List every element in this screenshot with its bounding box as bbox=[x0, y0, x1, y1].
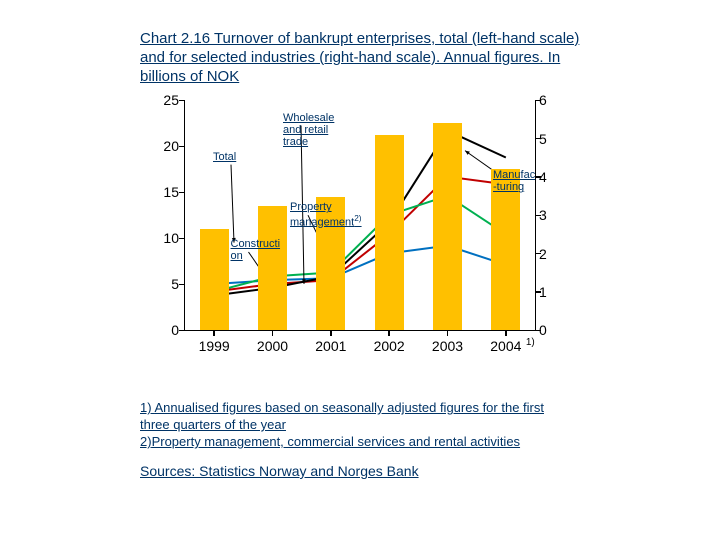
xlabel: 2003 bbox=[432, 338, 463, 354]
bar-total bbox=[258, 206, 287, 330]
ytick-left bbox=[179, 100, 185, 102]
xlabel: 2002 bbox=[374, 338, 405, 354]
ylabel-right: 0 bbox=[539, 322, 559, 338]
xlabel: 2000 bbox=[257, 338, 288, 354]
bar-total bbox=[316, 197, 345, 330]
ylabel-left: 10 bbox=[155, 230, 179, 246]
xlabel-superscript: 1) bbox=[526, 337, 535, 348]
bar-total bbox=[433, 123, 462, 330]
ylabel-left: 5 bbox=[155, 276, 179, 292]
plot-area: 0510152025012345619992000200120022003200… bbox=[184, 100, 536, 331]
xtick bbox=[330, 330, 332, 336]
ylabel-right: 1 bbox=[539, 284, 559, 300]
ylabel-left: 15 bbox=[155, 184, 179, 200]
ylabel-left: 20 bbox=[155, 138, 179, 154]
ylabel-right: 6 bbox=[539, 92, 559, 108]
chart-area: 0 5 10 15 20 25 0 1 2 3 4 5 6 1999 2000 2001 2002 2003 200… bbox=[150, 92, 570, 372]
footnote-1-text: Annualised figures based on seasonally a… bbox=[140, 400, 544, 432]
ytick-left bbox=[179, 330, 185, 332]
xlabel: 1999 bbox=[199, 338, 230, 354]
ylabel-right: 3 bbox=[539, 207, 559, 223]
footnote-2-text: Property management, commercial services… bbox=[152, 434, 520, 449]
ytick-left bbox=[179, 284, 185, 286]
bar-total bbox=[491, 169, 520, 330]
sources: Sources: Statistics Norway and Norges Ba… bbox=[140, 463, 600, 479]
annotation-arrowhead bbox=[465, 151, 470, 155]
chart-title: Chart 2.16 Turnover of bankrupt enterpri… bbox=[140, 30, 600, 86]
xtick bbox=[505, 330, 507, 336]
ytick-left bbox=[179, 192, 185, 194]
xtick bbox=[447, 330, 449, 336]
xtick bbox=[272, 330, 274, 336]
footnote-2-prefix: 2) bbox=[140, 434, 152, 449]
footnote-1: 1) Annualised figures based on seasonall… bbox=[140, 400, 560, 434]
ylabel-right: 4 bbox=[539, 169, 559, 185]
footnote-1-prefix: 1) bbox=[140, 400, 154, 415]
xlabel: 2004 bbox=[490, 338, 521, 354]
annotation-arrowhead bbox=[232, 238, 236, 243]
xtick bbox=[388, 330, 390, 336]
footnote-2: 2)Property management, commercial servic… bbox=[140, 434, 560, 451]
footnotes: 1) Annualised figures based on seasonall… bbox=[140, 400, 560, 451]
bar-total bbox=[375, 135, 404, 330]
annotation-arrow bbox=[231, 165, 234, 243]
line-layer bbox=[185, 100, 535, 330]
ylabel-right: 5 bbox=[539, 131, 559, 147]
ylabel-left: 25 bbox=[155, 92, 179, 108]
annotation-arrow bbox=[301, 126, 304, 285]
bar-total bbox=[200, 229, 229, 330]
xtick bbox=[213, 330, 215, 336]
ytick-left bbox=[179, 238, 185, 240]
ylabel-right: 2 bbox=[539, 246, 559, 262]
ytick-left bbox=[179, 146, 185, 148]
ylabel-left: 0 bbox=[155, 322, 179, 338]
xlabel: 2001 bbox=[315, 338, 346, 354]
